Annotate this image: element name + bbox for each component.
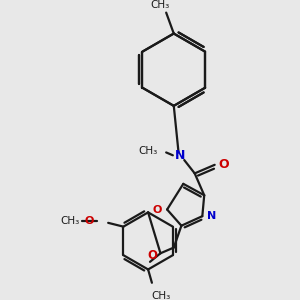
Text: O: O bbox=[84, 216, 94, 226]
Text: CH₃: CH₃ bbox=[152, 291, 171, 300]
Text: N: N bbox=[207, 211, 217, 221]
Text: CH₃: CH₃ bbox=[151, 0, 170, 10]
Text: CH₃: CH₃ bbox=[61, 216, 80, 226]
Text: O: O bbox=[148, 249, 158, 262]
Text: O: O bbox=[153, 205, 162, 214]
Text: CH₃: CH₃ bbox=[139, 146, 158, 155]
Text: O: O bbox=[218, 158, 229, 171]
Text: N: N bbox=[175, 149, 186, 162]
